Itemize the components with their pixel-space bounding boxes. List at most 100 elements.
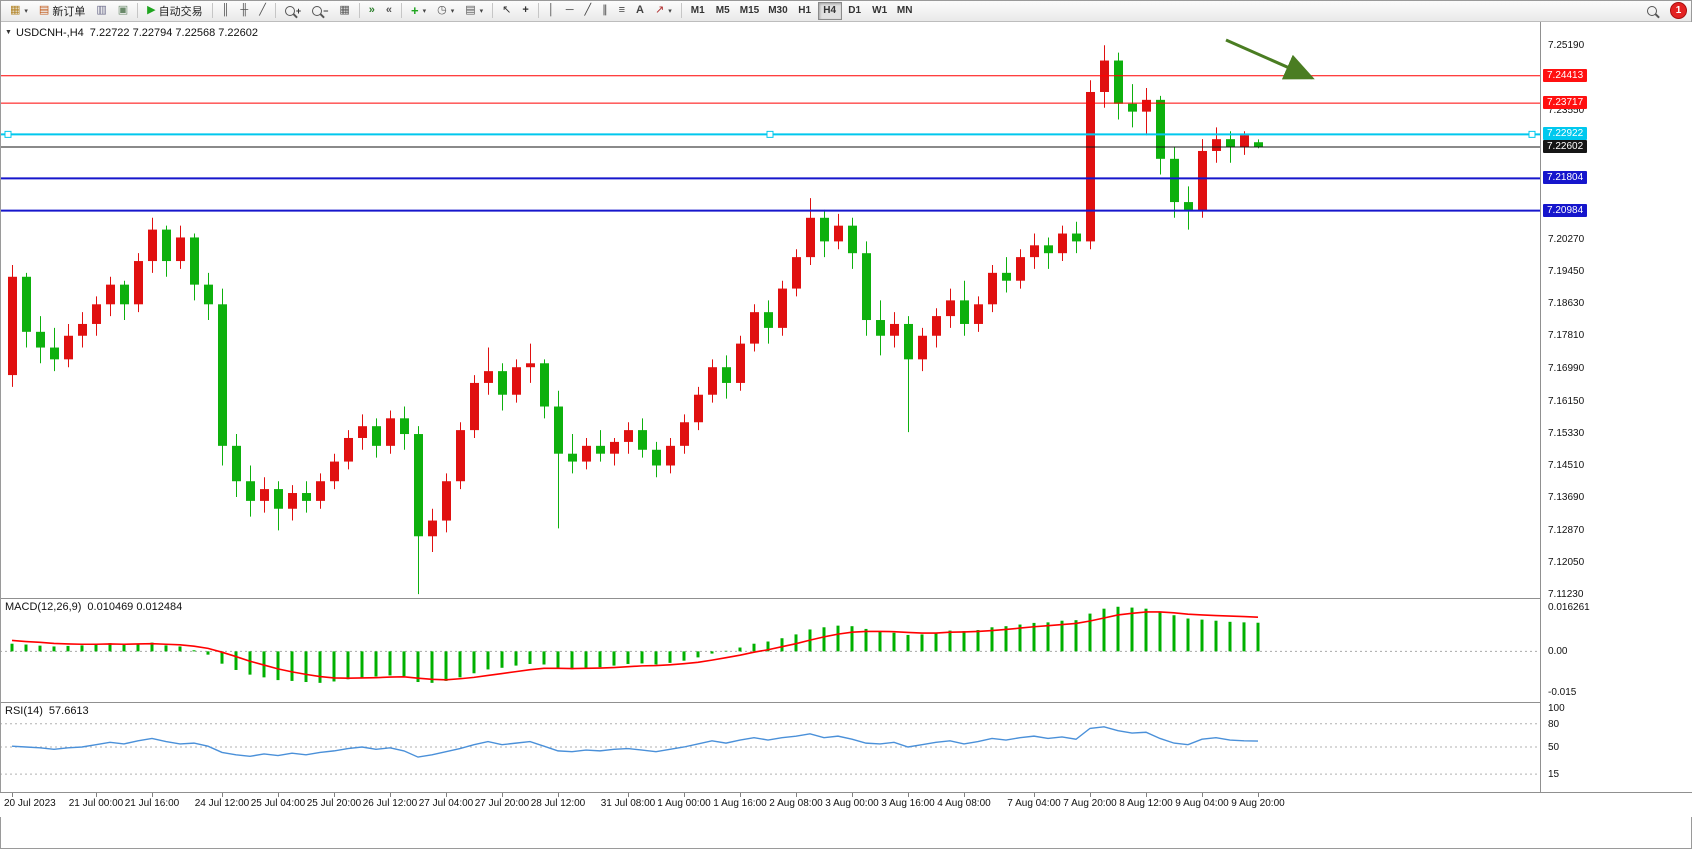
chart-shift-button[interactable] [381, 2, 397, 20]
time-axis-tick [964, 793, 965, 797]
timeframe-m5-button[interactable]: M5 [711, 2, 735, 20]
symbol-label: USDCNH-,H4 [15, 27, 84, 39]
candles-layer [8, 45, 1263, 595]
panel-separator[interactable] [0, 598, 1692, 599]
trendline-icon [585, 5, 592, 16]
rsi-line [11, 726, 1259, 758]
crosshair-icon [522, 5, 528, 16]
price-tag: 7.23717 [1543, 96, 1588, 110]
periods-button[interactable]: ▾ [432, 2, 459, 20]
crosshair-button[interactable] [517, 2, 533, 20]
auto-trading-button[interactable]: 自动交易 [142, 2, 207, 20]
y-axis-tick: -0.015 [1548, 687, 1577, 699]
y-axis-tick: 100 [1548, 703, 1565, 715]
macd-label: MACD(12,26,9) 0.010469 0.012484 [5, 601, 182, 613]
chevron-down-icon: ▾ [668, 7, 672, 15]
y-axis-tick: 7.23550 [1548, 104, 1585, 116]
y-axis-tick: 7.25190 [1548, 40, 1585, 52]
timeframe-w1-button[interactable]: W1 [868, 2, 892, 20]
time-axis-label: 26 Jul 12:00 [362, 798, 418, 809]
arrows-tool-button[interactable]: ▾ [650, 2, 677, 20]
time-axis-tick [222, 793, 223, 797]
macd-name: MACD(12,26,9) [5, 601, 82, 613]
horizontal-line-button[interactable] [561, 2, 579, 20]
y-axis-tick: 15 [1548, 769, 1560, 781]
trend-arrow-annotation [1225, 38, 1315, 80]
tile-windows-button[interactable] [334, 2, 354, 20]
main-toolbar: ▾ 新订单 自动交易 + − ▾ ▾ ▾ [0, 0, 1692, 22]
time-axis-label: 31 Jul 08:00 [600, 798, 656, 809]
bar-chart-icon [222, 5, 230, 16]
time-axis-label: 21 Jul 00:00 [68, 798, 124, 809]
macd-indicator-pane[interactable] [0, 598, 1540, 702]
symbol-dropdown-icon[interactable] [5, 27, 16, 39]
y-axis-tick: 7.14510 [1548, 460, 1585, 472]
text-tool-button[interactable] [631, 2, 649, 20]
time-axis-tick [908, 793, 909, 797]
timeframe-mn-button[interactable]: MN [893, 2, 917, 20]
search-button[interactable] [1642, 2, 1662, 20]
trendline-button[interactable] [580, 2, 597, 20]
market-watch-icon [96, 5, 106, 16]
fibonacci-button[interactable] [614, 2, 630, 20]
time-axis-tick [96, 793, 97, 797]
navigator-button[interactable] [113, 2, 133, 20]
line-chart-button[interactable] [254, 2, 271, 20]
candlestick-chart-icon [240, 5, 248, 16]
indicators-button[interactable]: ▾ [406, 2, 431, 20]
auto-scroll-button[interactable] [364, 2, 380, 20]
timeframe-h4-button[interactable]: H4 [817, 1, 842, 20]
price-tag: 7.22602 [1543, 139, 1588, 153]
y-axis-tick: 7.11230 [1548, 589, 1584, 601]
navigator-icon [118, 5, 128, 16]
auto-scroll-icon [369, 5, 375, 16]
timeframe-d1-button[interactable]: D1 [843, 2, 867, 20]
zoom-in-button[interactable]: + [280, 2, 306, 20]
notification-badge[interactable]: 1 [1670, 2, 1687, 19]
price-scale[interactable]: 7.25190 7.23550 7.20270 7.19450 7.18630 7.178… [1540, 22, 1692, 792]
price-tag: 7.24413 [1543, 68, 1588, 82]
time-axis-label: 8 Aug 12:00 [1119, 798, 1173, 809]
toolbar-separator [358, 3, 360, 18]
timeframe-m1-button[interactable]: M1 [686, 2, 710, 20]
time-axis-label: 3 Aug 16:00 [881, 798, 935, 809]
ohlc-quote: 7.22722 7.22794 7.22568 7.22602 [89, 27, 258, 39]
channel-icon [602, 5, 608, 16]
time-axis-tick [1090, 793, 1091, 797]
y-axis-tick: 7.12870 [1548, 524, 1585, 536]
timeframe-m15-button[interactable]: M15 [736, 2, 763, 20]
price-tag: 7.20984 [1543, 203, 1588, 217]
candlestick-chart-button[interactable] [235, 2, 253, 20]
bar-chart-button[interactable] [217, 2, 235, 20]
new-order-button[interactable]: 新订单 [34, 2, 90, 20]
time-axis[interactable]: 20 Jul 2023 21 Jul 00:00 21 Jul 16:00 24 Ju… [0, 792, 1692, 817]
tile-windows-icon [339, 5, 349, 16]
rsi-label: RSI(14) 57.6613 [5, 705, 89, 717]
market-watch-button[interactable] [91, 2, 111, 20]
templates-button[interactable]: ▾ [460, 2, 488, 20]
y-axis-tick: 7.16150 [1548, 395, 1585, 407]
channel-button[interactable] [597, 2, 613, 20]
new-chart-button[interactable]: ▾ [5, 2, 33, 20]
rsi-indicator-pane[interactable] [0, 702, 1540, 792]
timeframe-m30-button[interactable]: M30 [764, 2, 791, 20]
vertical-line-button[interactable] [543, 2, 560, 20]
chevron-down-icon: ▾ [450, 7, 455, 15]
zoom-out-button[interactable]: − [307, 2, 333, 20]
zoom-out-icon [312, 5, 323, 16]
new-order-icon [39, 5, 49, 16]
timeframe-h1-button[interactable]: H1 [793, 2, 817, 20]
time-axis-label: 2 Aug 08:00 [769, 798, 823, 809]
time-axis-tick [12, 793, 13, 797]
arrow-tool-icon [655, 5, 664, 16]
price-tag: 7.21804 [1543, 171, 1588, 185]
line-chart-icon [259, 5, 266, 16]
cursor-button[interactable] [497, 2, 516, 20]
rsi-name: RSI(14) [5, 705, 43, 717]
panel-separator[interactable] [0, 702, 1692, 703]
time-axis-tick [152, 793, 153, 797]
toolbar-separator [680, 3, 682, 18]
main-price-chart[interactable] [0, 22, 1540, 598]
time-axis-tick [740, 793, 741, 797]
